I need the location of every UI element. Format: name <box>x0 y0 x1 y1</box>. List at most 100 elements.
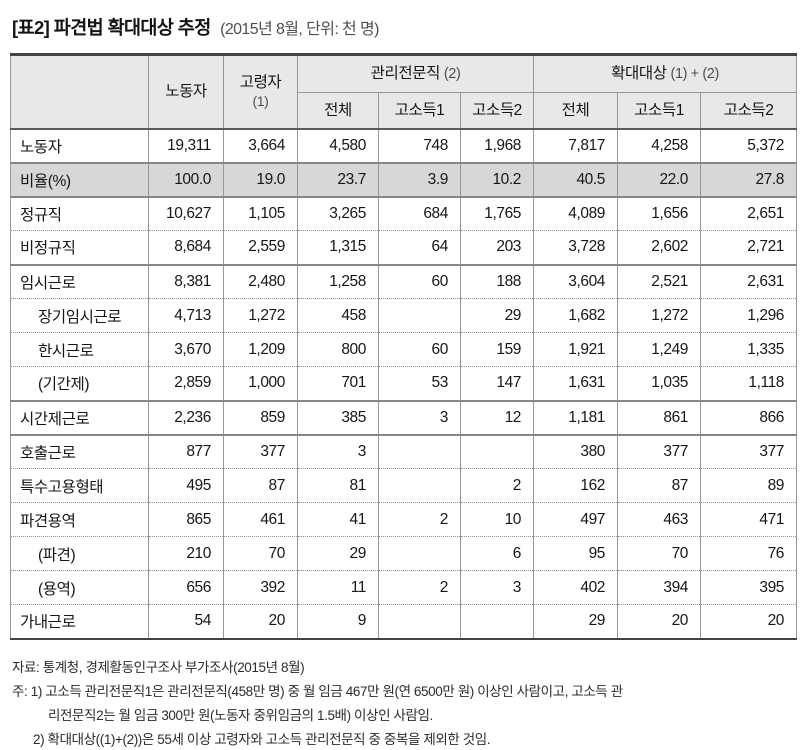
cell-value: 3,265 <box>297 195 379 231</box>
table-row: 시간제근로 2,236 859 385 3 12 1,181 861 866 <box>10 399 798 435</box>
cell-value: 800 <box>297 332 379 367</box>
cell-value: 29 <box>297 536 379 571</box>
cell-value: 100.0 <box>148 161 224 197</box>
group-header-expand-paren: (1) + (2) <box>670 66 720 83</box>
cell-value <box>378 298 461 333</box>
cell-value: 402 <box>533 570 619 605</box>
cell-value: 377 <box>223 433 298 469</box>
cell-value: 64 <box>378 230 461 265</box>
cell-value: 4,089 <box>533 195 619 231</box>
cell-value: 2,859 <box>148 366 224 401</box>
cell-value: 11 <box>297 570 379 605</box>
cell-value: 497 <box>533 502 619 537</box>
col-header-high1-expand: 고소득1 <box>617 92 702 130</box>
cell-value: 1,181 <box>533 399 619 435</box>
group-header-expand-text: 확대대상 <box>611 65 667 83</box>
cell-value: 1,105 <box>223 195 298 231</box>
col-header-elderly-text: 고령자 <box>239 73 282 91</box>
cell-value: 210 <box>148 536 224 571</box>
table-row: (기간제) 2,859 1,000 701 53 147 1,631 1,035 1,118 <box>10 366 798 401</box>
cell-value: 20 <box>617 604 702 639</box>
table-row: 파견용역 865 461 41 2 10 497 463 471 <box>10 502 798 537</box>
cell-value: 701 <box>297 366 379 401</box>
cell-value: 748 <box>378 128 461 163</box>
cell-value: 877 <box>148 433 224 469</box>
cell-value: 87 <box>617 468 702 503</box>
row-label: (용역) <box>10 570 149 605</box>
cell-value: 1,249 <box>617 332 702 367</box>
cell-value: 684 <box>378 195 461 231</box>
table-notes: 자료: 통계청, 경제활동인구조사 부가조사(2015년 8월) 주: 1) 고… <box>12 656 796 750</box>
cell-value: 395 <box>700 570 798 605</box>
cell-value: 3,670 <box>148 332 224 367</box>
cell-value: 20 <box>223 604 298 639</box>
cell-value: 3,604 <box>533 263 619 299</box>
cell-value: 89 <box>700 468 798 503</box>
cell-value: 162 <box>533 468 619 503</box>
cell-value: 2,480 <box>223 263 298 299</box>
cell-value: 2,651 <box>700 195 798 231</box>
cell-value: 377 <box>700 433 798 469</box>
cell-value: 2 <box>378 502 461 537</box>
cell-value: 4,713 <box>148 298 224 333</box>
table-row: 장기임시근로 4,713 1,272 458 29 1,682 1,272 1,296 <box>10 298 798 333</box>
cell-value <box>378 433 461 469</box>
row-label: 호출근로 <box>10 433 149 469</box>
cell-value: 1,035 <box>617 366 702 401</box>
cell-value: 1,631 <box>533 366 619 401</box>
cell-value: 2 <box>378 570 461 605</box>
row-label: 장기임시근로 <box>10 298 149 333</box>
corner-cell <box>10 54 149 130</box>
row-label: 특수고용형태 <box>10 468 149 503</box>
cell-value: 10,627 <box>148 195 224 231</box>
cell-value <box>459 433 535 469</box>
cell-value: 95 <box>533 536 619 571</box>
cell-value: 1,272 <box>617 298 702 333</box>
group-header-expand: 확대대상 (1) + (2) <box>533 54 798 93</box>
cell-value: 865 <box>148 502 224 537</box>
cell-value <box>378 604 461 639</box>
cell-value: 3 <box>459 570 535 605</box>
cell-value: 76 <box>700 536 798 571</box>
cell-value: 10.2 <box>459 161 535 197</box>
table-row: 비율(%) 100.0 19.0 23.7 3.9 10.2 40.5 22.0 27.8 <box>10 161 798 197</box>
cell-value: 4,580 <box>297 128 379 163</box>
cell-value <box>378 468 461 503</box>
cell-value: 4,258 <box>617 128 702 163</box>
table-row: 한시근로 3,670 1,209 800 60 159 1,921 1,249 1,335 <box>10 332 798 367</box>
cell-value: 471 <box>700 502 798 537</box>
cell-value: 2,236 <box>148 399 224 435</box>
cell-value: 392 <box>223 570 298 605</box>
cell-value: 12 <box>459 399 535 435</box>
table-row: 특수고용형태 495 87 81 2 162 87 89 <box>10 468 798 503</box>
cell-value: 19.0 <box>223 161 298 197</box>
col-header-total-expand: 전체 <box>533 92 619 130</box>
table-row: (파견) 210 70 29 6 95 70 76 <box>10 536 798 571</box>
cell-value: 60 <box>378 332 461 367</box>
row-label: 정규직 <box>10 195 149 231</box>
col-header-worker: 노동자 <box>148 54 224 130</box>
row-label: 임시근로 <box>10 263 149 299</box>
cell-value: 8,684 <box>148 230 224 265</box>
cell-value: 1,209 <box>223 332 298 367</box>
table-row: 정규직 10,627 1,105 3,265 684 1,765 4,089 1,656 2,6… <box>10 195 798 231</box>
cell-value: 159 <box>459 332 535 367</box>
cell-value: 3,728 <box>533 230 619 265</box>
cell-value: 188 <box>459 263 535 299</box>
cell-value: 1,921 <box>533 332 619 367</box>
cell-value: 2,602 <box>617 230 702 265</box>
cell-value: 380 <box>533 433 619 469</box>
cell-value: 3 <box>297 433 379 469</box>
cell-value: 41 <box>297 502 379 537</box>
note-1-line-1: 주: 1) 고소득 관리전문직1은 관리전문직(458만 명) 중 월 임금 4… <box>12 683 623 699</box>
cell-value: 2,559 <box>223 230 298 265</box>
header-sub-row: 전체 고소득1 고소득2 전체 고소득1 고소득2 <box>11 92 798 130</box>
cell-value: 70 <box>223 536 298 571</box>
row-label: 한시근로 <box>10 332 149 367</box>
header-group-row: 노동자 고령자 (1) 관리전문직 (2) 확대대상 (1) + (2) <box>10 54 798 130</box>
cell-value: 1,315 <box>297 230 379 265</box>
cell-value: 1,118 <box>700 366 798 401</box>
cell-value: 1,656 <box>617 195 702 231</box>
cell-value: 463 <box>617 502 702 537</box>
cell-value <box>378 536 461 571</box>
